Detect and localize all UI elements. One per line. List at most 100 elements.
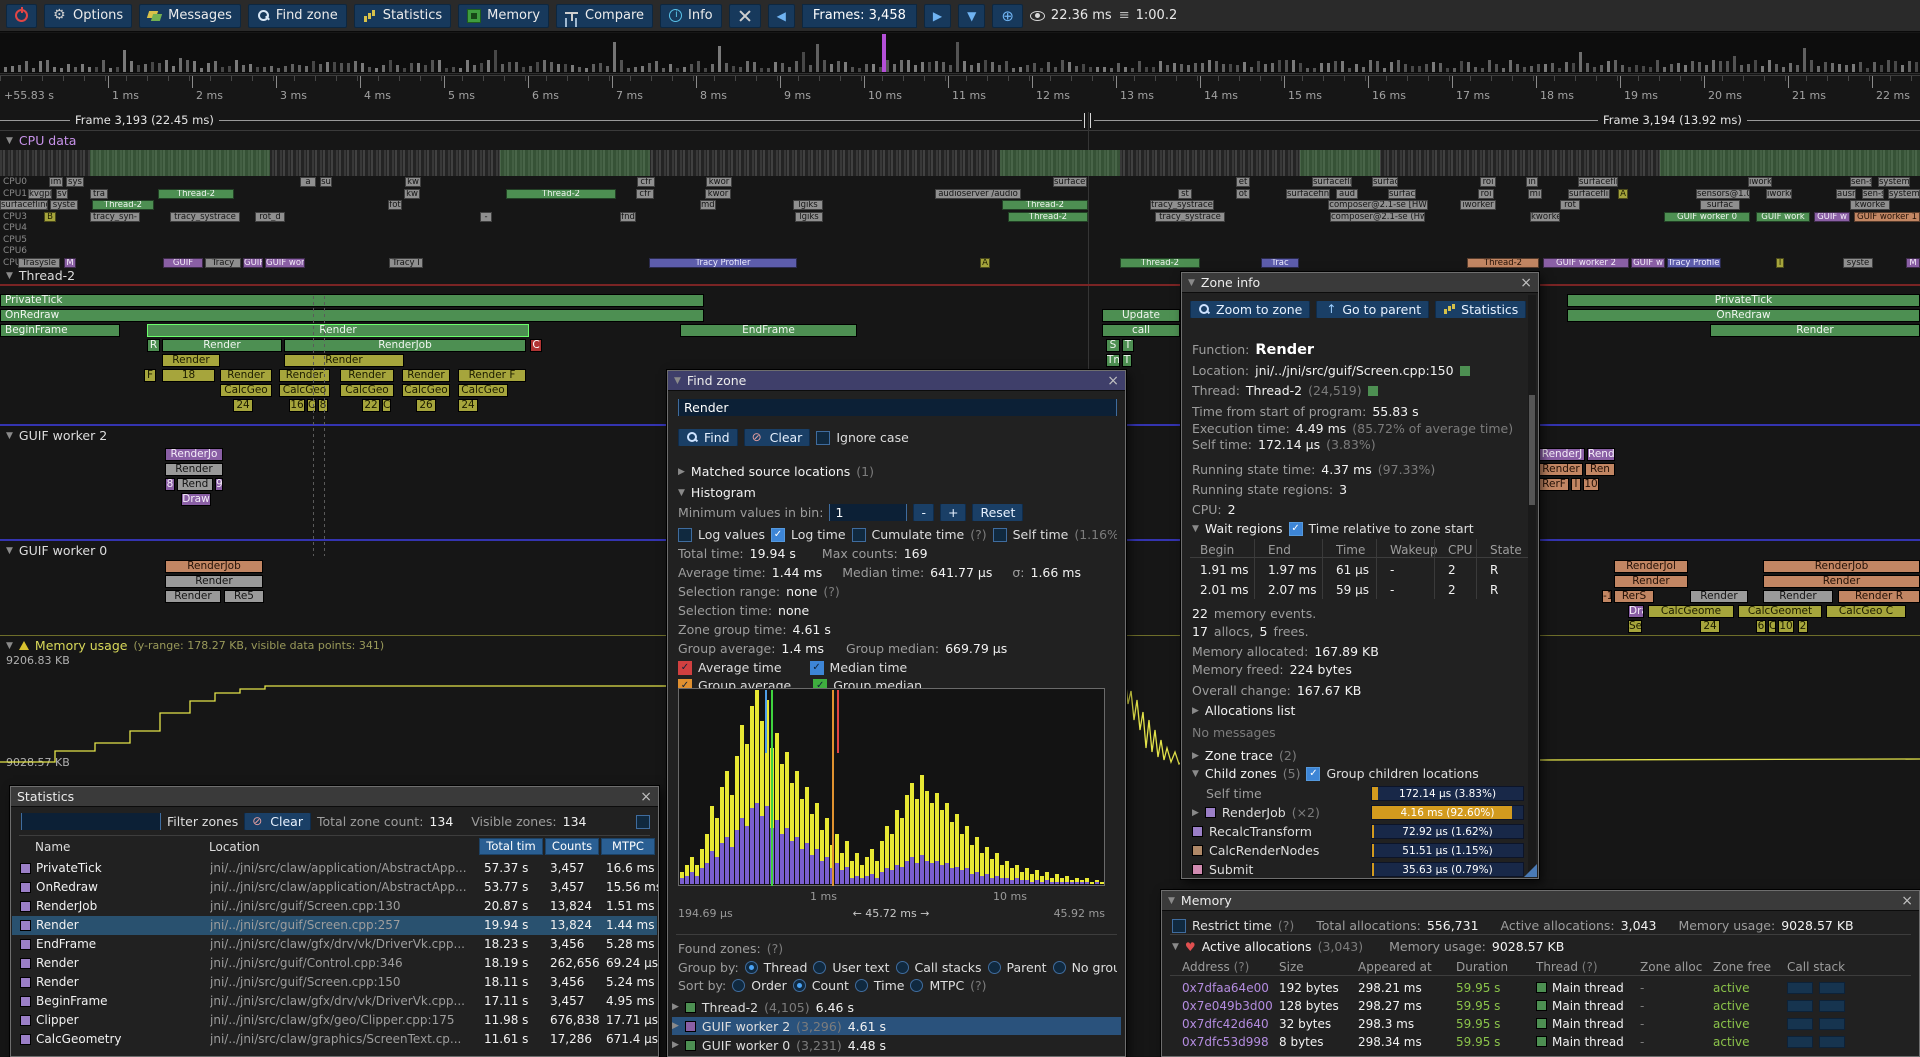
zone-calcgeome[interactable]: CalcGeome bbox=[1648, 605, 1734, 618]
call-stack-button[interactable] bbox=[1787, 1018, 1813, 1030]
cpu-zone[interactable]: ot bbox=[1236, 189, 1250, 199]
memory-column-header[interactable]: Call stack bbox=[1787, 958, 1845, 975]
zone-s[interactable]: S bbox=[1106, 339, 1120, 352]
collapse-triangle-icon[interactable]: ▼ bbox=[1192, 523, 1199, 534]
--button[interactable]: + bbox=[939, 504, 967, 521]
child-zone-row[interactable]: RecalcTransform 72.92 µs (1.62%) bbox=[1192, 823, 1524, 840]
cpu-zone[interactable]: Tracy bbox=[205, 258, 241, 268]
stats-table-row[interactable]: Clipper jni/../jni/src/claw/gfx/geo/Clipp… bbox=[12, 1011, 658, 1030]
messages-button[interactable]: Messages bbox=[139, 3, 241, 28]
cpu-zone[interactable]: syste bbox=[1843, 258, 1873, 268]
cpu-zone[interactable]: a bbox=[300, 177, 316, 187]
cpu-zone[interactable]: et bbox=[1236, 177, 1250, 187]
zone-c[interactable]: C bbox=[307, 399, 316, 412]
zone-rend[interactable]: Rend bbox=[177, 478, 213, 491]
zone-group-row[interactable]: ▶ GUIF worker 2 (3,296) 4.61 s bbox=[672, 1017, 1121, 1035]
cpu-zone[interactable]: sv bbox=[56, 189, 68, 199]
zone-calcgeo-c[interactable]: CalcGeo C bbox=[1826, 605, 1906, 618]
zone--1[interactable]: -1 bbox=[1602, 590, 1612, 603]
memory-column-header[interactable]: Zone free bbox=[1713, 958, 1771, 975]
collapse-triangle-icon[interactable]: ▼ bbox=[1188, 277, 1195, 288]
zone-16[interactable]: 16 bbox=[289, 399, 305, 412]
zone-endframe[interactable]: EndFrame bbox=[680, 324, 857, 337]
child-zone-row[interactable]: CalcRenderNodes 51.51 µs (1.15%) bbox=[1192, 842, 1524, 859]
cpu-zone[interactable]: surfac bbox=[1388, 189, 1416, 199]
--button[interactable]: - bbox=[913, 504, 934, 521]
zone-24[interactable]: 24 bbox=[458, 399, 478, 412]
cpu-zone[interactable]: system-grms bbox=[1888, 189, 1920, 199]
collapse-triangle-icon[interactable]: ▼ bbox=[6, 545, 13, 556]
zone-calcgeo[interactable]: CalcGeo bbox=[279, 384, 330, 397]
cpu-zone[interactable]: in bbox=[1526, 177, 1538, 187]
zone-rers[interactable]: RerS bbox=[1614, 590, 1654, 603]
frame-label-left[interactable]: Frame 3,193 (22.45 ms) bbox=[70, 113, 219, 127]
cpu-zone[interactable]: GUIF wor bbox=[265, 258, 305, 268]
cpu-zone[interactable]: Tracy Profiler bbox=[1667, 258, 1721, 268]
cpu-zone[interactable]: Tracy Profiler bbox=[649, 258, 797, 268]
zoom-to-frame-button[interactable]: ▼ bbox=[958, 3, 986, 28]
cpu-zone[interactable]: sen-sis bbox=[1850, 177, 1872, 187]
stats-table-row[interactable]: OnRedraw jni/../jni/src/claw/application/… bbox=[12, 878, 658, 897]
focus-frame-button[interactable]: ⊕ bbox=[992, 3, 1023, 28]
child-zone-row[interactable]: Submit 35.63 µs (0.79%) bbox=[1192, 861, 1524, 878]
cpu-zone[interactable]: A bbox=[1618, 189, 1628, 199]
zone-render[interactable]: Render bbox=[1710, 324, 1920, 337]
zone-r[interactable]: R bbox=[147, 339, 160, 352]
cpu-zone[interactable]: fnd bbox=[620, 212, 636, 222]
cpu-zone[interactable]: M bbox=[64, 258, 76, 268]
zone-calcgeo[interactable]: CalcGeo bbox=[458, 384, 508, 397]
cpu-zone[interactable]: surfac bbox=[1372, 177, 1398, 187]
zone-18[interactable]: 18 bbox=[162, 369, 215, 382]
child-zone-row[interactable]: ▶ RenderJob (×2) 4.16 ms (92.60%) bbox=[1192, 804, 1524, 821]
power-button[interactable] bbox=[6, 3, 37, 28]
cpu-zone[interactable]: kworke bbox=[1530, 212, 1560, 222]
cpu-zone[interactable]: A bbox=[980, 258, 990, 268]
cpu-zone[interactable]: Trac bbox=[1261, 258, 1299, 268]
radio-button[interactable] bbox=[732, 979, 746, 992]
cpu-zone[interactable]: sen-sis bbox=[1862, 189, 1884, 199]
collapse-triangle-icon[interactable]: ▼ bbox=[6, 430, 13, 441]
zone-8[interactable]: 8 bbox=[165, 478, 175, 491]
zone-update[interactable]: Update bbox=[1102, 309, 1180, 322]
cpu-zone[interactable]: rot_d bbox=[255, 212, 285, 222]
cpu-zone[interactable]: im bbox=[49, 177, 63, 187]
reset-button[interactable]: Reset bbox=[972, 504, 1024, 521]
radio-button[interactable] bbox=[910, 979, 924, 992]
call-stack-button[interactable] bbox=[1819, 1000, 1845, 1012]
zone-renderjob[interactable]: RenderJob bbox=[1763, 560, 1920, 573]
zone-draw[interactable]: Draw bbox=[181, 493, 211, 506]
expand-triangle-icon[interactable]: ▶ bbox=[1192, 807, 1199, 818]
call-stack-button[interactable] bbox=[1819, 982, 1845, 994]
column-sort-mtpc[interactable]: MTPC bbox=[601, 838, 655, 855]
cpu-zone[interactable]: GUIF w bbox=[1631, 258, 1665, 268]
cpu-zone[interactable]: GUIF worker 1 bbox=[1854, 212, 1920, 222]
cpu-zone[interactable]: tracy_syn- bbox=[90, 212, 140, 222]
zone-renderjob[interactable]: RenderJob bbox=[165, 560, 263, 573]
go-to-parent-button[interactable]: Go to parent bbox=[1316, 301, 1430, 318]
close-icon[interactable] bbox=[1901, 894, 1913, 908]
zone-24[interactable]: 24 bbox=[1700, 620, 1720, 633]
radio-button[interactable] bbox=[813, 961, 827, 974]
find-button[interactable]: Find bbox=[678, 429, 738, 446]
zone-render[interactable]: Render bbox=[1690, 590, 1748, 603]
call-stack-button[interactable] bbox=[1819, 1018, 1845, 1030]
close-icon[interactable] bbox=[640, 790, 652, 804]
zone-f[interactable]: F bbox=[144, 369, 156, 382]
cpu-zone[interactable]: md- bbox=[700, 200, 716, 210]
cpu-zone[interactable]: Trasysle bbox=[18, 258, 60, 268]
frame-label-right[interactable]: Frame 3,194 (13.92 ms) bbox=[1598, 113, 1747, 127]
zone-render[interactable]: Render bbox=[165, 590, 221, 603]
zone-group-row[interactable]: ▶ Thread-2 (4,105) 6.46 s bbox=[672, 998, 1121, 1016]
cpu-zone[interactable]: iworke bbox=[1748, 177, 1772, 187]
cpu-zone[interactable]: GUIF work bbox=[1756, 212, 1810, 222]
zone-group-row[interactable]: ▶GUIF worker 1(3,192)4.39 s bbox=[672, 1055, 1121, 1056]
cpu-zone[interactable]: l bbox=[1776, 258, 1784, 268]
zone-ren[interactable]: Ren bbox=[1585, 463, 1615, 476]
zone-10[interactable]: 10 bbox=[1778, 620, 1794, 633]
cpu-zone[interactable]: surfac bbox=[1700, 200, 1740, 210]
allocation-row[interactable]: 0x7dfc42d640 32 bytes 298.3 ms 59.95 s Main … bbox=[1172, 1015, 1911, 1032]
cpu-zone[interactable]: surfaceflinge bbox=[0, 200, 48, 210]
zone-t[interactable]: T bbox=[1122, 354, 1132, 367]
find-zone-search-input[interactable]: Render bbox=[678, 399, 1117, 416]
zone-c[interactable]: C bbox=[1768, 620, 1776, 633]
